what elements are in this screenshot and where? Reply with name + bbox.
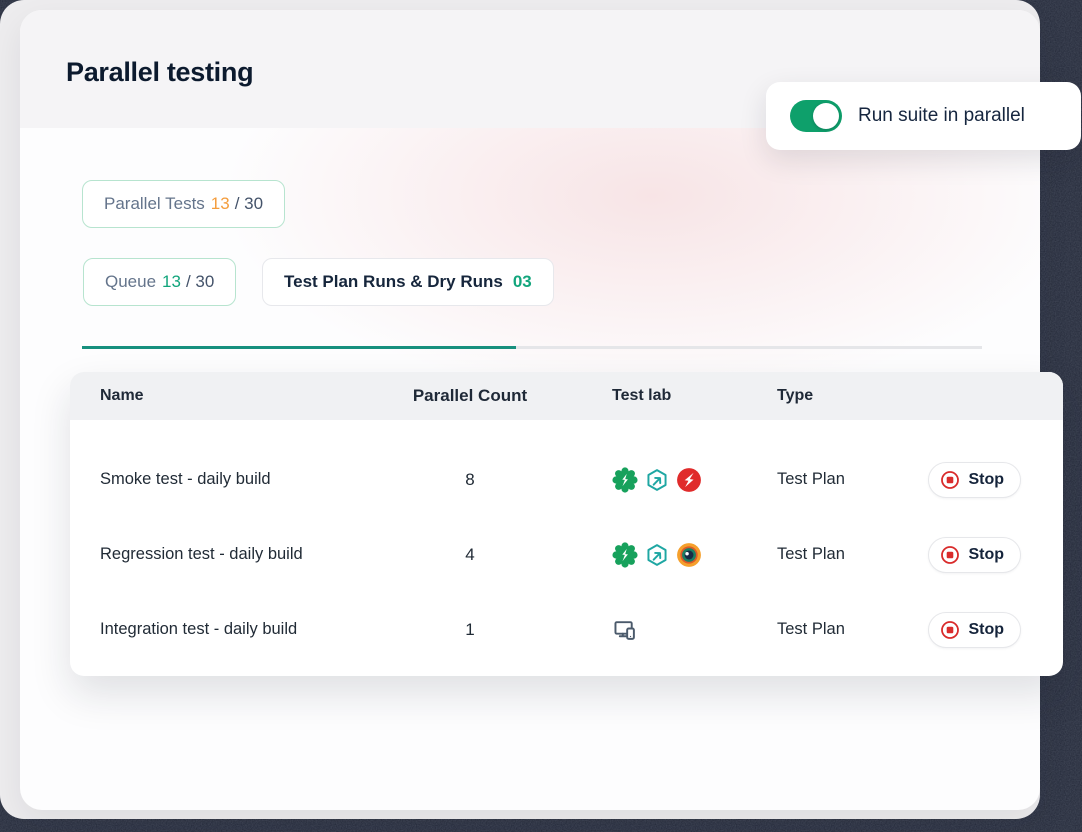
parallel-count: 1 <box>465 619 475 639</box>
eye-icon <box>676 542 702 568</box>
tab-test-plan-runs[interactable]: Test Plan Runs & Dry Runs 03 <box>262 258 554 306</box>
column-header-test-lab: Test lab <box>612 387 672 404</box>
row-action: Stop <box>928 611 1021 648</box>
test-name: Smoke test - daily build <box>100 470 271 488</box>
column-header-parallel-count: Parallel Count <box>412 386 528 405</box>
devices-icon <box>612 617 638 643</box>
test-lab-icons <box>560 541 740 568</box>
table-header-row: Name Parallel Count Test lab Type <box>70 372 1063 420</box>
parallel-count: 4 <box>465 544 475 564</box>
tab-label: Queue <box>105 272 157 291</box>
column-header-name: Name <box>100 387 144 404</box>
toggle-knob <box>813 103 839 129</box>
tab-count: 03 <box>512 272 532 291</box>
table-row: Integration test - daily build 1 Test Plan… <box>70 592 1063 667</box>
tab-total: / 30 <box>185 272 215 291</box>
stop-button[interactable]: Stop <box>928 611 1021 648</box>
tab-progress-fill <box>82 346 516 349</box>
run-type: Test Plan <box>777 470 845 488</box>
tab-count: 13 <box>210 194 230 213</box>
row-action: Stop <box>928 536 1021 573</box>
test-lab-icons <box>560 617 740 643</box>
hexagon-arrow-icon <box>644 542 670 568</box>
test-name: Regression test - daily build <box>100 545 303 563</box>
tab-parallel-tests[interactable]: Parallel Tests 13 / 30 <box>82 180 286 228</box>
parallel-tests-table: Name Parallel Count Test lab Type Smoke … <box>70 372 1063 676</box>
table-row: Smoke test - daily build 8 Test Plan Stop <box>70 442 1063 517</box>
page-title: Parallel testing <box>66 57 254 87</box>
column-header-type: Type <box>777 387 814 404</box>
stop-icon <box>940 545 960 565</box>
stop-button[interactable]: Stop <box>928 461 1021 498</box>
test-name: Integration test - daily build <box>100 620 298 638</box>
hexagon-arrow-icon <box>644 467 670 493</box>
testsigma-badge-icon <box>612 541 638 568</box>
tab-label: Parallel Tests <box>104 194 205 213</box>
run-suite-label: Run suite in parallel <box>858 105 1025 126</box>
tab-label: Test Plan Runs & Dry Runs <box>284 272 503 291</box>
run-type: Test Plan <box>777 545 845 563</box>
tab-queue[interactable]: Queue 13 / 30 <box>83 258 237 306</box>
lightning-circle-icon <box>676 467 702 493</box>
parallel-count: 8 <box>465 469 475 489</box>
table-row: Regression test - daily build 4 Test Plan S… <box>70 517 1063 592</box>
stop-button-label: Stop <box>968 620 1004 638</box>
tab-progress-underline <box>82 346 982 349</box>
testsigma-badge-icon <box>612 466 638 493</box>
tab-count: 13 <box>162 272 181 291</box>
stop-button[interactable]: Stop <box>928 536 1021 573</box>
run-suite-toggle[interactable] <box>790 100 842 132</box>
row-action: Stop <box>928 461 1021 498</box>
table-body: Smoke test - daily build 8 Test Plan Stop Re… <box>70 420 1063 667</box>
stop-icon <box>940 470 960 490</box>
run-type: Test Plan <box>777 620 845 638</box>
tab-total: / 30 <box>234 194 264 213</box>
test-lab-icons <box>560 466 740 493</box>
stop-button-label: Stop <box>968 545 1004 563</box>
stop-button-label: Stop <box>968 470 1004 488</box>
run-suite-card: Run suite in parallel <box>766 82 1081 150</box>
stop-icon <box>940 620 960 640</box>
